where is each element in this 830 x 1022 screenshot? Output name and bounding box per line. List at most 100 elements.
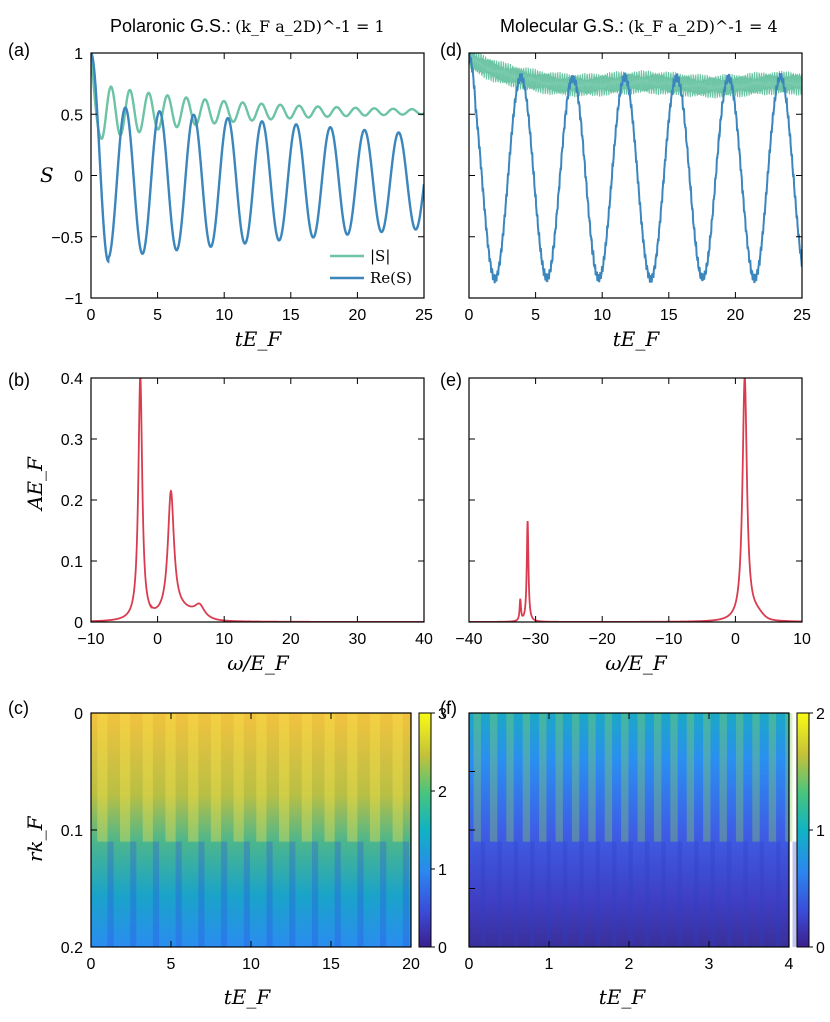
panel-c-ytick-label: 0 xyxy=(74,706,83,723)
panel-label-a: (a) xyxy=(8,40,30,60)
panel-f-heatmap xyxy=(469,713,789,947)
panel-c-stripe-lower xyxy=(311,841,319,947)
panel-f-stripe-lower xyxy=(513,841,519,947)
panel-d-xtick-label: 5 xyxy=(531,307,540,324)
panel-f-stripe-lower xyxy=(595,841,601,947)
panel-a-xlabel: tE_F xyxy=(235,327,283,351)
panel-c-xtick-label: 0 xyxy=(87,956,96,973)
panel-label-c: (c) xyxy=(8,698,29,718)
panel-e-xtick-label: 0 xyxy=(731,631,740,648)
panel-label-f: (f) xyxy=(440,698,457,718)
panel-f-stripe-lower xyxy=(792,841,797,947)
panel-f-stripe xyxy=(670,713,678,842)
panel-b-xlabel: ω/E_F xyxy=(227,651,290,675)
panel-a-ytick-label: 1 xyxy=(74,46,83,63)
panel-f-stripe-lower xyxy=(661,841,666,947)
panel-c-xtick-label: 5 xyxy=(167,956,176,973)
panel-f-stripe-lower xyxy=(497,841,502,947)
panel-f-stripe xyxy=(555,713,563,842)
panel-f-colorbar-label: 2 xyxy=(816,706,825,723)
panel-d-abs-s-band xyxy=(469,53,802,99)
panel-c-stripe-lower xyxy=(130,841,137,947)
panel-b-xtick-label: 20 xyxy=(282,631,300,648)
panel-e-xtick-label: −40 xyxy=(455,631,482,648)
panel-d-xtick-label: 15 xyxy=(660,307,678,324)
panel-f-stripe xyxy=(703,713,711,842)
panel-c-stripe-lower xyxy=(175,841,182,947)
panel-c-stripe-lower xyxy=(402,841,409,947)
panel-c-stripe-lower xyxy=(357,841,364,947)
panel-f-stripe xyxy=(539,713,547,842)
panel-c-xtick-label: 10 xyxy=(242,956,260,973)
panel-c-stripe-lower xyxy=(152,841,160,947)
panel-a-xtick-label: 0 xyxy=(87,307,96,324)
panel-f-xtick-label: 4 xyxy=(785,956,794,973)
panel-e-xtick-label: −20 xyxy=(589,631,616,648)
panel-a-re-s-line xyxy=(91,53,424,264)
panel-c-stripe xyxy=(392,713,403,842)
panel-a-ytick-label: −0.5 xyxy=(51,230,83,247)
panel-f-stripe-lower xyxy=(743,841,748,947)
panel-c-stripe xyxy=(301,713,312,842)
panel-e-spectral-line xyxy=(469,378,802,622)
panel-c-stripe xyxy=(256,713,267,842)
panel-f-colorbar-label: 1 xyxy=(816,823,825,840)
panel-f-stripe xyxy=(588,713,596,842)
panel-f-stripe xyxy=(621,713,629,842)
panel-b-spectral-line xyxy=(91,378,424,622)
panel-c-colorbar-label: 0 xyxy=(438,940,447,957)
panel-c-stripe-lower xyxy=(334,841,341,947)
panel-c-stripe xyxy=(188,713,199,842)
panel-b-ylabel: AE_F xyxy=(23,456,47,512)
panel-f-stripe-lower xyxy=(726,841,732,947)
panel-f-stripe xyxy=(522,713,531,842)
panel-c-heatmap xyxy=(91,713,411,947)
panel-c-stripe xyxy=(119,713,131,842)
panel-e-xtick-label: −30 xyxy=(522,631,549,648)
panel-a-title: Polaronic G.S.: (k_F a_2D)^-1 = 1 xyxy=(110,16,385,36)
panel-d-re-s-line xyxy=(469,53,802,284)
panel-a-xtick-label: 20 xyxy=(349,307,367,324)
panel-f-colorbar-label: 0 xyxy=(816,940,825,957)
panel-d-xlabel: tE_F xyxy=(613,327,661,351)
panel-f-xlabel: tE_F xyxy=(599,985,647,1009)
panel-c-stripe xyxy=(142,713,153,842)
panel-c-stripe xyxy=(324,713,335,842)
panel-c-xtick-label: 15 xyxy=(322,956,340,973)
panel-c-stripe xyxy=(210,713,222,842)
panel-f-stripe-lower xyxy=(579,841,584,947)
panel-f-stripe xyxy=(768,713,777,842)
legend-abs-s-label: |S| xyxy=(370,247,390,265)
panel-a-xtick-label: 5 xyxy=(153,307,162,324)
panel-f-stripe xyxy=(752,713,760,842)
panel-c-stripe xyxy=(369,713,381,842)
panel-c-colorbar-label: 2 xyxy=(438,784,447,801)
panel-b-ytick-label: 0.3 xyxy=(61,432,83,449)
panel-c-stripe-lower xyxy=(266,841,273,947)
panel-label-d: (d) xyxy=(440,40,462,60)
panel-e-xtick-label: 10 xyxy=(793,631,811,648)
panel-f-stripe xyxy=(653,713,662,842)
panel-a-ytick-label: 0 xyxy=(74,169,83,186)
panel-a-abs-s-line xyxy=(91,53,424,141)
panel-c-xlabel: tE_F xyxy=(224,985,272,1009)
panel-c-stripe-lower xyxy=(221,841,228,947)
panel-d-xtick-label: 0 xyxy=(465,307,474,324)
panel-f-stripe-lower xyxy=(546,841,551,947)
panel-f-stripe xyxy=(719,713,727,842)
panel-b-xtick-label: 0 xyxy=(153,631,162,648)
panel-f-stripe-lower xyxy=(759,841,765,947)
panel-b-xtick-label: −10 xyxy=(77,631,104,648)
panel-f-stripe xyxy=(473,713,481,842)
panel-f-stripe-lower xyxy=(612,841,617,947)
panel-c-stripe xyxy=(233,713,244,842)
panel-b-ytick-label: 0 xyxy=(74,615,83,632)
panel-c-xtick-label: 20 xyxy=(402,956,420,973)
panel-d-xtick-label: 10 xyxy=(593,307,611,324)
panel-b-xtick-label: 10 xyxy=(215,631,233,648)
panel-a-ytick-label: 0.5 xyxy=(61,107,83,124)
panel-f-xtick-label: 1 xyxy=(545,956,554,973)
panel-c-stripe xyxy=(347,713,358,842)
panel-f-xtick-label: 0 xyxy=(465,956,474,973)
panel-label-b: (b) xyxy=(8,370,30,390)
